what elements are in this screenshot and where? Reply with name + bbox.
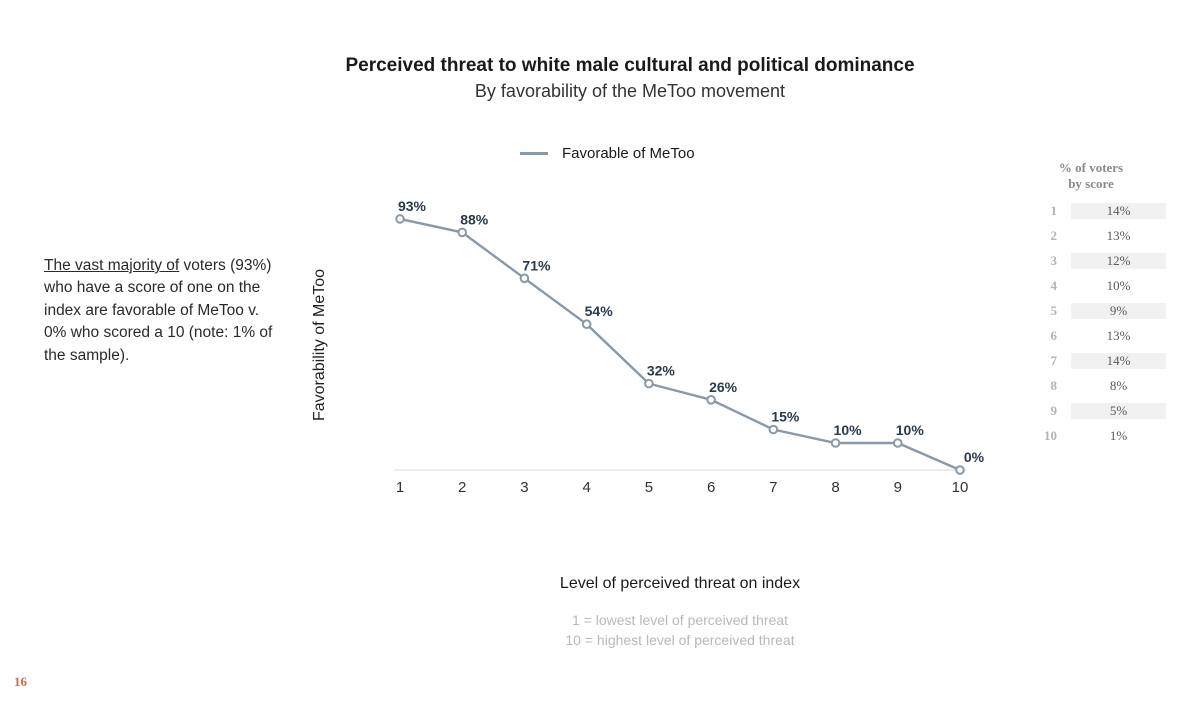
x-tick-label: 10: [952, 479, 969, 496]
data-label: 54%: [585, 303, 614, 319]
page-number: 16: [14, 674, 27, 690]
side-row-pct: 1%: [1071, 428, 1166, 444]
side-row-score: 1: [1016, 203, 1071, 219]
data-label: 26%: [709, 379, 738, 395]
side-table-row: 410%: [1016, 274, 1166, 299]
data-label: 88%: [460, 211, 489, 227]
side-table-row: 213%: [1016, 224, 1166, 249]
x-tick-label: 6: [707, 479, 715, 496]
side-header-line1: % of voters: [1059, 160, 1123, 175]
x-tick-label: 8: [831, 479, 839, 496]
side-table-row: 88%: [1016, 374, 1166, 399]
side-table-rows: 114%213%312%410%59%613%714%88%95%101%: [1016, 199, 1166, 449]
side-row-pct: 9%: [1071, 303, 1166, 319]
series-line: [400, 219, 960, 470]
side-table-header: % of voters by score: [1016, 160, 1166, 193]
annotation-text: The vast majority of voters (93%) who ha…: [44, 255, 274, 367]
side-row-score: 7: [1016, 353, 1071, 369]
side-table-row: 95%: [1016, 399, 1166, 424]
x-tick-label: 5: [645, 479, 653, 496]
chart-title: Perceived threat to white male cultural …: [300, 55, 960, 77]
data-marker: [458, 229, 466, 237]
x-axis-label: Level of perceived threat on index: [390, 575, 970, 593]
data-marker: [894, 439, 902, 447]
line-chart: 1234567891093%88%71%54%32%26%15%10%10%0%: [390, 190, 970, 510]
legend: Favorable of MeToo: [520, 145, 695, 162]
side-row-pct: 14%: [1071, 203, 1166, 219]
legend-swatch: [520, 152, 548, 155]
side-row-pct: 13%: [1071, 228, 1166, 244]
side-table-row: 59%: [1016, 299, 1166, 324]
side-row-pct: 10%: [1071, 278, 1166, 294]
side-row-pct: 5%: [1071, 403, 1166, 419]
x-tick-label: 2: [458, 479, 466, 496]
data-marker: [645, 380, 653, 388]
side-table-row: 714%: [1016, 349, 1166, 374]
side-row-score: 8: [1016, 378, 1071, 394]
data-marker: [396, 215, 404, 223]
chart-svg: 1234567891093%88%71%54%32%26%15%10%10%0%: [390, 190, 970, 510]
side-row-score: 10: [1016, 428, 1071, 444]
voters-by-score-table: % of voters by score 114%213%312%410%59%…: [1016, 160, 1166, 449]
title-block: Perceived threat to white male cultural …: [300, 55, 960, 102]
x-tick-label: 7: [769, 479, 777, 496]
side-header-line2: by score: [1068, 176, 1114, 191]
chart-subtitle: By favorability of the MeToo movement: [300, 81, 960, 102]
side-row-score: 4: [1016, 278, 1071, 294]
legend-label: Favorable of MeToo: [562, 145, 695, 162]
data-label: 71%: [522, 257, 551, 273]
xnote-line2: 10 = highest level of perceived threat: [565, 632, 794, 648]
page: Perceived threat to white male cultural …: [0, 0, 1200, 714]
side-table-row: 613%: [1016, 324, 1166, 349]
xnote-line1: 1 = lowest level of perceived threat: [572, 612, 788, 628]
y-axis-label: Favorability of MeToo: [311, 269, 329, 421]
data-marker: [956, 466, 964, 474]
data-label: 93%: [398, 198, 427, 214]
side-row-pct: 12%: [1071, 253, 1166, 269]
x-tick-label: 1: [396, 479, 404, 496]
x-tick-label: 3: [520, 479, 528, 496]
side-row-score: 2: [1016, 228, 1071, 244]
side-row-score: 6: [1016, 328, 1071, 344]
data-marker: [770, 426, 778, 434]
x-axis-note: 1 = lowest level of perceived threat 10 …: [390, 610, 970, 651]
data-label: 0%: [964, 449, 985, 465]
annotation-underlined: The vast majority of: [44, 257, 179, 274]
data-label: 15%: [771, 409, 800, 425]
data-marker: [521, 275, 529, 283]
side-table-row: 312%: [1016, 249, 1166, 274]
data-label: 10%: [834, 422, 863, 438]
side-row-score: 3: [1016, 253, 1071, 269]
data-marker: [707, 396, 715, 404]
x-tick-label: 9: [894, 479, 902, 496]
x-tick-label: 4: [582, 479, 590, 496]
side-row-pct: 13%: [1071, 328, 1166, 344]
data-marker: [583, 320, 591, 328]
side-table-row: 101%: [1016, 424, 1166, 449]
data-marker: [832, 439, 840, 447]
data-label: 32%: [647, 363, 676, 379]
side-row-pct: 14%: [1071, 353, 1166, 369]
side-table-row: 114%: [1016, 199, 1166, 224]
side-row-pct: 8%: [1071, 378, 1166, 394]
data-label: 10%: [896, 422, 925, 438]
side-row-score: 5: [1016, 303, 1071, 319]
side-row-score: 9: [1016, 403, 1071, 419]
